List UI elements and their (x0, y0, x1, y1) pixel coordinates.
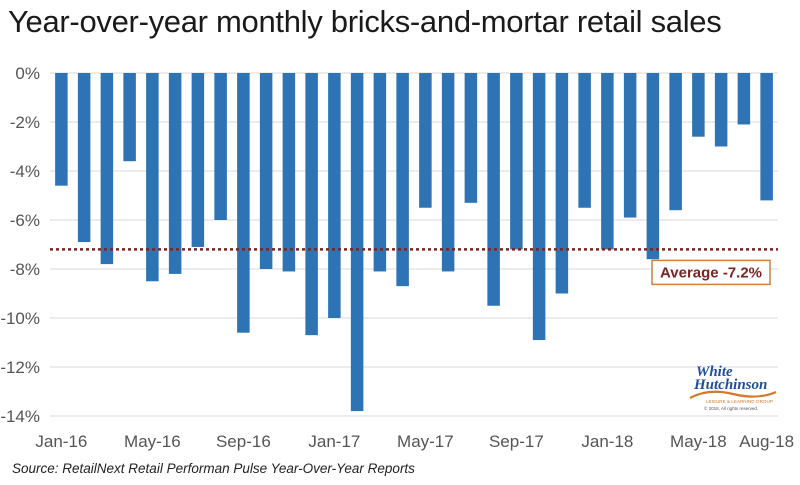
y-tick-label: -8% (10, 260, 40, 279)
x-tick-label: Jan-16 (35, 432, 87, 451)
y-tick-label: -4% (10, 162, 40, 181)
bar (601, 73, 614, 250)
bar (510, 73, 523, 250)
bar (146, 73, 159, 282)
bar (282, 73, 296, 272)
white-hutchinson-logo: White Hutchinson LEISURE & LEARNING GROU… (688, 364, 778, 416)
logo-tagline: LEISURE & LEARNING GROUP (706, 399, 773, 404)
bar (532, 73, 546, 341)
x-tick-label: Jan-18 (581, 432, 633, 451)
bar (441, 73, 455, 272)
x-tick-label: Aug-18 (739, 432, 794, 451)
x-tick-label: Sep-17 (489, 432, 544, 451)
bar (237, 73, 250, 333)
average-label-box (651, 259, 771, 286)
average-line-group: Average -7.2% (50, 248, 778, 286)
bar (350, 73, 364, 412)
bar (100, 73, 114, 265)
x-tick-label: Jan-17 (308, 432, 360, 451)
y-tick-label: 0% (15, 64, 40, 83)
bar (396, 73, 409, 287)
logo-copyright: © 2018, All rights reserved. (704, 406, 759, 411)
bar (373, 73, 387, 272)
y-axis-tick-labels: 0% -2% -4% -6% -8% -10% -12% -14% (0, 64, 40, 426)
bar (55, 73, 68, 186)
bar (692, 73, 705, 137)
bar (646, 73, 660, 260)
bar (737, 73, 751, 125)
bar (419, 73, 432, 208)
x-axis-tick-labels: Jan-16 May-16 Sep-16 Jan-17 May-17 Sep-17 Jan-… (35, 432, 794, 451)
bar (305, 73, 318, 336)
x-tick-label: May-18 (670, 432, 727, 451)
bar (77, 73, 91, 243)
chart-title: Year-over-year monthly bricks-and-mortar… (8, 4, 722, 39)
y-tick-label: -10% (0, 309, 40, 328)
bar (555, 73, 569, 294)
x-tick-label: May-16 (124, 432, 181, 451)
bar (123, 73, 136, 162)
source-note: Source: RetailNext Retail Performan Puls… (12, 461, 415, 476)
x-tick-label: Sep-16 (216, 432, 271, 451)
gridlines (50, 72, 778, 417)
average-label: Average -7.2% (660, 264, 762, 281)
bar (328, 73, 341, 318)
bar (191, 73, 205, 247)
bar-chart: 0% -2% -4% -6% -8% -10% -12% -14% Jan-16 May-16 S… (0, 64, 794, 451)
bar (714, 73, 728, 147)
bar (623, 73, 637, 218)
bar (578, 73, 591, 208)
logo-line1: White (696, 364, 733, 380)
bar (487, 73, 500, 306)
bar (669, 73, 682, 211)
y-tick-label: -12% (0, 358, 40, 377)
bar (760, 73, 773, 201)
logo-line2: Hutchinson (694, 377, 768, 393)
bar (214, 73, 227, 220)
bar (168, 73, 182, 274)
bar (259, 73, 273, 269)
y-tick-label: -6% (10, 211, 40, 230)
bars (55, 73, 773, 412)
logo-swoosh-icon: LEISURE & LEARNING GROUP (689, 390, 777, 404)
bar (464, 73, 478, 203)
x-tick-label: May-17 (397, 432, 454, 451)
y-tick-label: -2% (10, 113, 40, 132)
y-tick-label: -14% (0, 407, 40, 426)
